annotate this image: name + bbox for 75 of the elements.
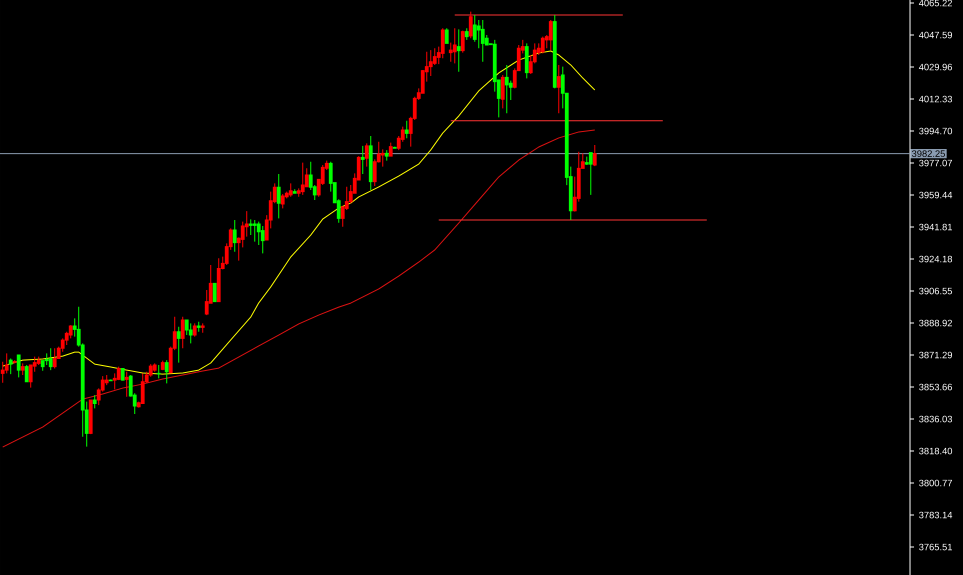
y-tick-label: 3888.92 bbox=[919, 320, 952, 326]
ref-line-label: 3982.25 bbox=[912, 150, 945, 157]
y-tick-label: 3906.55 bbox=[919, 288, 952, 294]
y-tick-label: 3941.81 bbox=[919, 224, 952, 230]
candlestick bbox=[196, 321, 201, 332]
candlestick bbox=[212, 282, 217, 302]
candlestick bbox=[24, 364, 29, 382]
candlestick bbox=[452, 28, 457, 64]
candlestick bbox=[388, 142, 393, 158]
y-tick-label: 3836.03 bbox=[919, 416, 952, 422]
candlestick bbox=[8, 358, 13, 375]
candlestick bbox=[588, 152, 593, 196]
candlestick bbox=[552, 14, 557, 89]
candlestick bbox=[164, 360, 169, 384]
candlestick bbox=[12, 360, 17, 364]
candlestick bbox=[360, 145, 365, 175]
y-tick-label: 3959.44 bbox=[919, 192, 952, 198]
candlestick bbox=[548, 19, 553, 51]
candlestick bbox=[384, 150, 389, 162]
candlestick bbox=[252, 219, 257, 242]
y-tick-label: 4012.33 bbox=[918, 96, 952, 102]
candlestick bbox=[260, 225, 265, 254]
candlestick bbox=[88, 400, 93, 435]
candlestick bbox=[20, 362, 25, 376]
candlestick bbox=[16, 354, 21, 378]
candlestick bbox=[180, 316, 185, 349]
candlestick bbox=[556, 64, 561, 114]
candlestick bbox=[176, 326, 181, 364]
candlestick bbox=[540, 36, 545, 54]
candlestick bbox=[504, 64, 509, 114]
candlestick bbox=[160, 360, 165, 371]
candlestick bbox=[368, 135, 373, 191]
candlestick bbox=[48, 348, 53, 371]
y-tick-label: 3818.40 bbox=[919, 448, 952, 454]
candlestick bbox=[280, 194, 285, 209]
candlestick bbox=[468, 11, 473, 39]
candlestick bbox=[192, 322, 197, 338]
candlestick bbox=[232, 219, 237, 252]
candlestick bbox=[156, 364, 161, 379]
candlestick bbox=[216, 258, 221, 302]
candlestick bbox=[392, 146, 397, 149]
y-tick-label: 3871.29 bbox=[919, 352, 952, 358]
candlestick bbox=[108, 378, 113, 382]
candlestick bbox=[404, 120, 409, 139]
candlestick bbox=[52, 348, 57, 369]
candlestick bbox=[456, 28, 461, 72]
line-series bbox=[2, 50, 596, 375]
candlestick bbox=[592, 144, 597, 167]
candlestick bbox=[188, 322, 193, 344]
y-tick-label: 4047.59 bbox=[918, 32, 952, 38]
candlestick bbox=[124, 371, 129, 398]
candlestick bbox=[292, 188, 297, 194]
candlestick bbox=[444, 28, 449, 44]
y-tick-label: 4065.22 bbox=[918, 0, 952, 6]
y-tick-label: 3765.51 bbox=[919, 544, 952, 550]
candlestick bbox=[276, 174, 281, 219]
y-tick-label: 3783.14 bbox=[919, 512, 952, 518]
candlestick bbox=[524, 42, 529, 79]
y-tick-label: 3977.07 bbox=[919, 160, 952, 166]
candlestick bbox=[460, 30, 465, 54]
candlestick bbox=[480, 19, 485, 62]
candlestick bbox=[120, 368, 125, 382]
y-tick-label: 3800.77 bbox=[919, 480, 952, 486]
candlestick bbox=[288, 182, 293, 198]
candlestick bbox=[500, 74, 505, 109]
candlestick bbox=[200, 322, 205, 334]
candlestick bbox=[464, 28, 469, 40]
y-tick-label: 3853.66 bbox=[919, 384, 952, 390]
candlestick bbox=[140, 372, 145, 405]
candlestick bbox=[300, 162, 305, 196]
y-tick-label: 4029.96 bbox=[918, 64, 952, 70]
y-tick-label: 3924.18 bbox=[919, 256, 952, 262]
y-tick-label: 3994.70 bbox=[919, 128, 952, 134]
candlestick bbox=[364, 142, 369, 168]
candlestick bbox=[92, 394, 97, 409]
